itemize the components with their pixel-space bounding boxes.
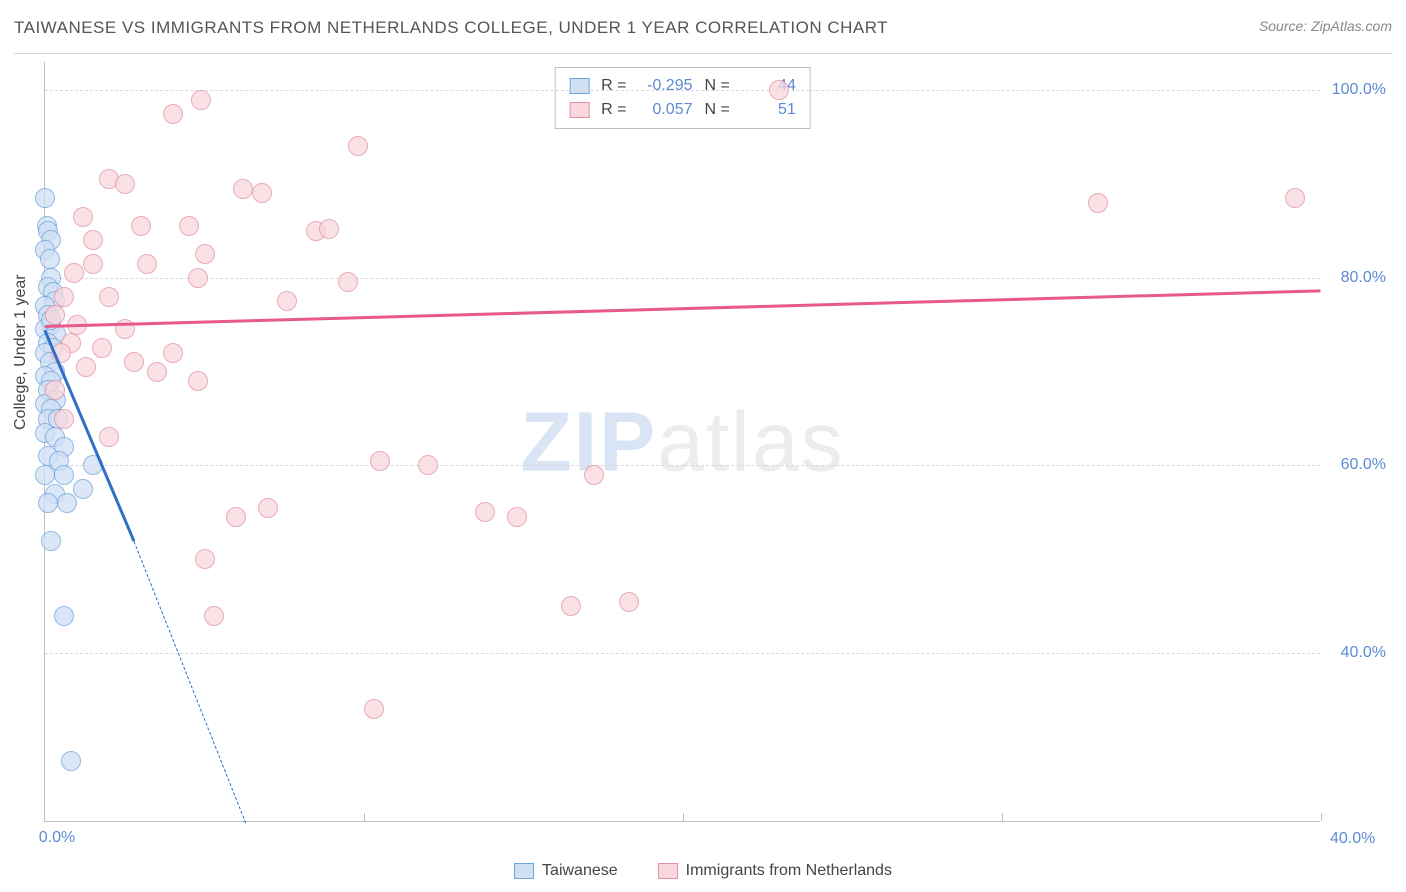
scatter-point — [35, 465, 55, 485]
title-bar: TAIWANESE VS IMMIGRANTS FROM NETHERLANDS… — [14, 18, 1392, 54]
stat-r-value: -0.295 — [639, 77, 693, 95]
watermark: ZIPatlas — [520, 393, 844, 490]
scatter-point — [115, 174, 135, 194]
scatter-point — [73, 207, 93, 227]
x-tick — [364, 813, 365, 821]
scatter-point — [73, 479, 93, 499]
scatter-point — [584, 465, 604, 485]
scatter-point — [61, 751, 81, 771]
legend-label: Immigrants from Netherlands — [686, 862, 892, 880]
scatter-point — [195, 244, 215, 264]
scatter-point — [54, 606, 74, 626]
scatter-point — [561, 596, 581, 616]
watermark-atlas: atlas — [657, 394, 844, 488]
scatter-point — [57, 493, 77, 513]
gridline-h — [45, 90, 1320, 91]
scatter-point — [137, 254, 157, 274]
scatter-point — [64, 263, 84, 283]
scatter-point — [41, 531, 61, 551]
scatter-point — [54, 409, 74, 429]
trendline-extrapolated — [134, 541, 247, 823]
scatter-point — [163, 343, 183, 363]
scatter-point — [54, 287, 74, 307]
scatter-point — [188, 268, 208, 288]
x-tick — [1002, 813, 1003, 821]
scatter-point — [364, 699, 384, 719]
bottom-legend: Taiwanese Immigrants from Netherlands — [514, 862, 892, 880]
scatter-point — [99, 287, 119, 307]
scatter-point — [40, 249, 60, 269]
legend-item: Taiwanese — [514, 862, 618, 880]
scatter-point — [45, 305, 65, 325]
stats-row: R = 0.057 N = 51 — [569, 98, 796, 122]
scatter-point — [83, 230, 103, 250]
scatter-point — [258, 498, 278, 518]
scatter-point — [54, 465, 74, 485]
gridline-h — [45, 465, 1320, 466]
legend-swatch — [569, 78, 589, 94]
scatter-point — [507, 507, 527, 527]
trendline — [45, 289, 1321, 327]
scatter-point — [204, 606, 224, 626]
y-tick-label: 60.0% — [1326, 456, 1386, 474]
scatter-point — [83, 254, 103, 274]
scatter-point — [131, 216, 151, 236]
scatter-point — [475, 502, 495, 522]
scatter-point — [191, 90, 211, 110]
y-tick-label: 40.0% — [1326, 644, 1386, 662]
source-label: Source: ZipAtlas.com — [1259, 18, 1392, 34]
scatter-point — [1088, 193, 1108, 213]
stat-n-value: 51 — [742, 101, 796, 119]
x-tick — [1321, 813, 1322, 821]
stat-r-value: 0.057 — [639, 101, 693, 119]
stat-r-label: R = — [601, 77, 626, 95]
gridline-h — [45, 653, 1320, 654]
scatter-point — [769, 80, 789, 100]
chart-title: TAIWANESE VS IMMIGRANTS FROM NETHERLANDS… — [14, 18, 888, 38]
scatter-point — [277, 291, 297, 311]
legend-swatch — [569, 102, 589, 118]
scatter-point — [418, 455, 438, 475]
scatter-point — [233, 179, 253, 199]
scatter-point — [38, 493, 58, 513]
scatter-point — [252, 183, 272, 203]
scatter-point — [619, 592, 639, 612]
legend-label: Taiwanese — [542, 862, 618, 880]
y-axis-label: College, Under 1 year — [12, 274, 30, 430]
scatter-point — [338, 272, 358, 292]
x-tick — [683, 813, 684, 821]
scatter-point — [76, 357, 96, 377]
scatter-point — [99, 427, 119, 447]
scatter-point — [92, 338, 112, 358]
legend-swatch — [658, 863, 678, 879]
x-tick-label-right: 40.0% — [1330, 830, 1375, 848]
scatter-point — [1285, 188, 1305, 208]
plot-area: ZIPatlas R =-0.295N =44R =0.057N =51 40.… — [44, 62, 1320, 822]
scatter-point — [45, 380, 65, 400]
y-tick-label: 80.0% — [1326, 269, 1386, 287]
stat-n-label: N = — [705, 77, 730, 95]
stat-r-label: R = — [601, 101, 626, 119]
scatter-point — [35, 188, 55, 208]
scatter-point — [348, 136, 368, 156]
scatter-point — [319, 219, 339, 239]
scatter-point — [370, 451, 390, 471]
legend-swatch — [514, 863, 534, 879]
stats-row: R =-0.295N =44 — [569, 74, 796, 98]
gridline-h — [45, 278, 1320, 279]
scatter-point — [179, 216, 199, 236]
scatter-point — [226, 507, 246, 527]
scatter-point — [195, 549, 215, 569]
stat-n-label: N = — [705, 101, 730, 119]
scatter-point — [188, 371, 208, 391]
legend-item: Immigrants from Netherlands — [658, 862, 892, 880]
scatter-point — [147, 362, 167, 382]
x-tick-label-left: 0.0% — [39, 829, 75, 847]
scatter-point — [163, 104, 183, 124]
y-tick-label: 100.0% — [1326, 81, 1386, 99]
scatter-point — [124, 352, 144, 372]
